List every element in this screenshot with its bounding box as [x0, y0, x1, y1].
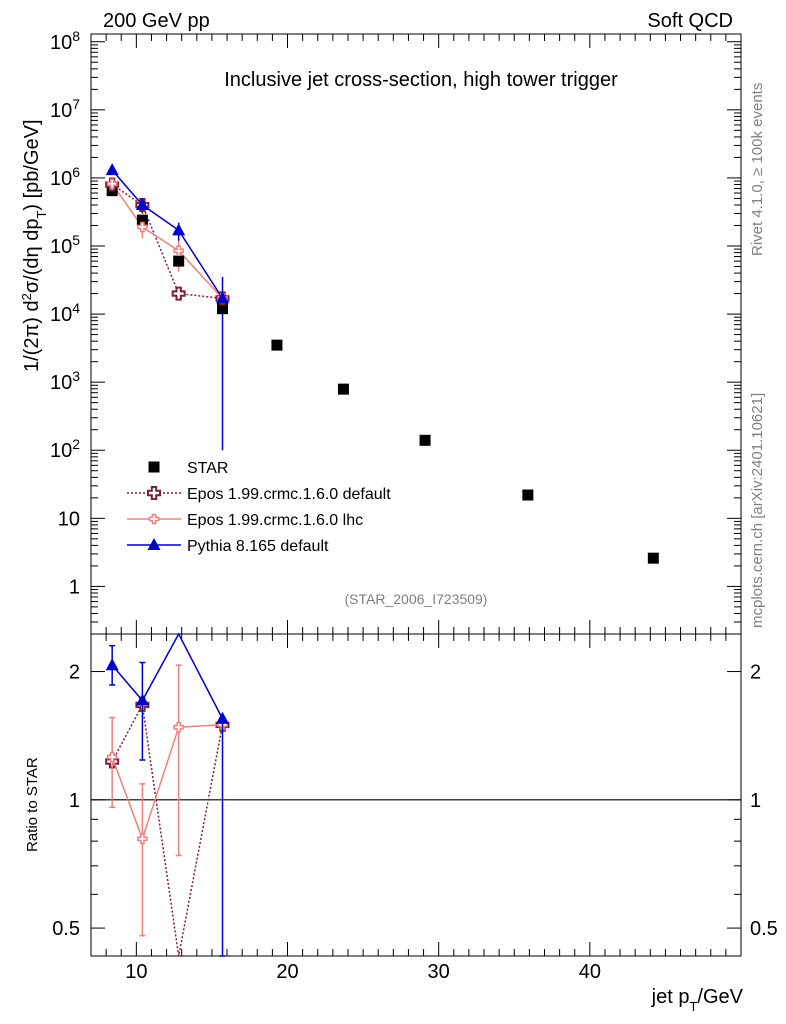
rivet-version-label: Rivet 4.1.0, ≥ 100k events [749, 83, 766, 256]
star-point [647, 552, 659, 564]
ratio-tick-label: 0.5 [52, 918, 80, 940]
pythia-8-165-default-point [105, 163, 119, 176]
epos-1-99-crmc-1-6-0-default-point [171, 286, 186, 301]
ratio-tick-label-right: 2 [750, 662, 761, 684]
y-tick-label: 104 [50, 300, 80, 326]
ratio-y-axis-label: Ratio to STAR [24, 757, 41, 852]
main-plot-data [105, 163, 659, 564]
y-tick-label: 102 [50, 436, 80, 462]
legend: STAR Epos 1.99.crmc.1.6.0 default Epos 1.9… [127, 460, 391, 555]
epos-1-99-crmc-1-6-0-lhc-ratio-line [111, 724, 223, 842]
ratio-tick-label: 1 [69, 790, 80, 812]
epos-1-99-crmc-1-6-0-lhc-legend-label: Epos 1.99.crmc.1.6.0 lhc [187, 512, 363, 529]
ratio-plot-data [91, 632, 741, 957]
epos-1-99-crmc-1-6-0-lhc-point [173, 245, 184, 257]
epos-1-99-crmc-1-6-0-default-legend-marker [147, 486, 161, 500]
star-point [337, 383, 349, 395]
y-tick-label: 103 [50, 368, 80, 394]
header-right-label: Soft QCD [647, 10, 733, 32]
star-point [173, 255, 185, 267]
epos-1-99-crmc-1-6-0-default-legend-label: Epos 1.99.crmc.1.6.0 default [187, 486, 391, 503]
y-tick-label: 107 [50, 96, 80, 122]
y-tick-label: 1 [69, 576, 80, 598]
y-tick-label: 106 [50, 164, 80, 190]
mcplots-label: mcplots.cern.ch [arXiv:2401.10621] [749, 393, 766, 628]
pythia-8-165-default-legend-marker [147, 538, 161, 550]
epos-1-99-crmc-1-6-0-default-line [111, 183, 223, 300]
y-tick-label: 105 [50, 232, 80, 258]
star-point [419, 434, 431, 446]
pythia-8-165-default-point [216, 291, 230, 304]
star-point [522, 489, 534, 501]
pythia-8-165-default-point [135, 198, 149, 211]
epos-1-99-crmc-1-6-0-lhc-line [111, 183, 224, 299]
epos-1-99-crmc-1-6-0-lhc-point [106, 178, 118, 190]
pythia-8-165-default-ratio-point [216, 711, 230, 724]
star-point [136, 214, 148, 226]
x-tick-label: 30 [428, 961, 450, 983]
pythia-8-165-default-ratio-point [105, 658, 119, 671]
ratio-plot-frame [90, 633, 742, 957]
pythia-8-165-default-line [111, 169, 224, 299]
pythia-8-165-default-ratio-point [135, 693, 149, 706]
ratio-tick-label: 2 [69, 662, 80, 684]
star-point [271, 339, 283, 351]
chart-title: Inclusive jet cross-section, high tower … [224, 69, 618, 91]
x-tick-label: 10 [125, 961, 147, 983]
epos-1-99-crmc-1-6-0-lhc-legend-marker [148, 513, 160, 525]
star-point [217, 303, 229, 315]
y-tick-label: 108 [50, 28, 80, 54]
epos-1-99-crmc-1-6-0-default-ratio-line [111, 702, 224, 957]
pythia-8-165-default-ratio-line [111, 632, 224, 720]
star-legend-label: STAR [187, 460, 228, 477]
x-tick-label: 40 [579, 961, 601, 983]
y-axis-label: 1/(2π) d2σ/(dη dpT) [pb/GeV] [19, 119, 49, 372]
epos-1-99-crmc-1-6-0-lhc-ratio-point [173, 722, 184, 733]
ratio-tick-label-right: 1 [750, 790, 761, 812]
analysis-tag: (STAR_2006_I723509) [345, 591, 488, 607]
axis-ticks: 10 20 30 40 1 10 102 103 104 105 106 107 108 0.5 0.5 1 1… [50, 28, 778, 983]
star-legend-marker [148, 461, 160, 473]
epos-1-99-crmc-1-6-0-lhc-ratio-point [106, 751, 118, 763]
y-tick-label: 10 [58, 508, 80, 530]
x-tick-label: 20 [276, 961, 298, 983]
ratio-tick-label-right: 0.5 [750, 918, 778, 940]
pythia-8-165-default-legend-label: Pythia 8.165 default [187, 538, 329, 555]
header-left-label: 200 GeV pp [103, 10, 210, 32]
pythia-8-165-default-point [172, 223, 186, 236]
epos-1-99-crmc-1-6-0-lhc-ratio-point [137, 833, 148, 845]
x-axis-label: jet pT/GeV [651, 986, 744, 1014]
epos-1-99-crmc-1-6-0-lhc-point [137, 221, 148, 233]
